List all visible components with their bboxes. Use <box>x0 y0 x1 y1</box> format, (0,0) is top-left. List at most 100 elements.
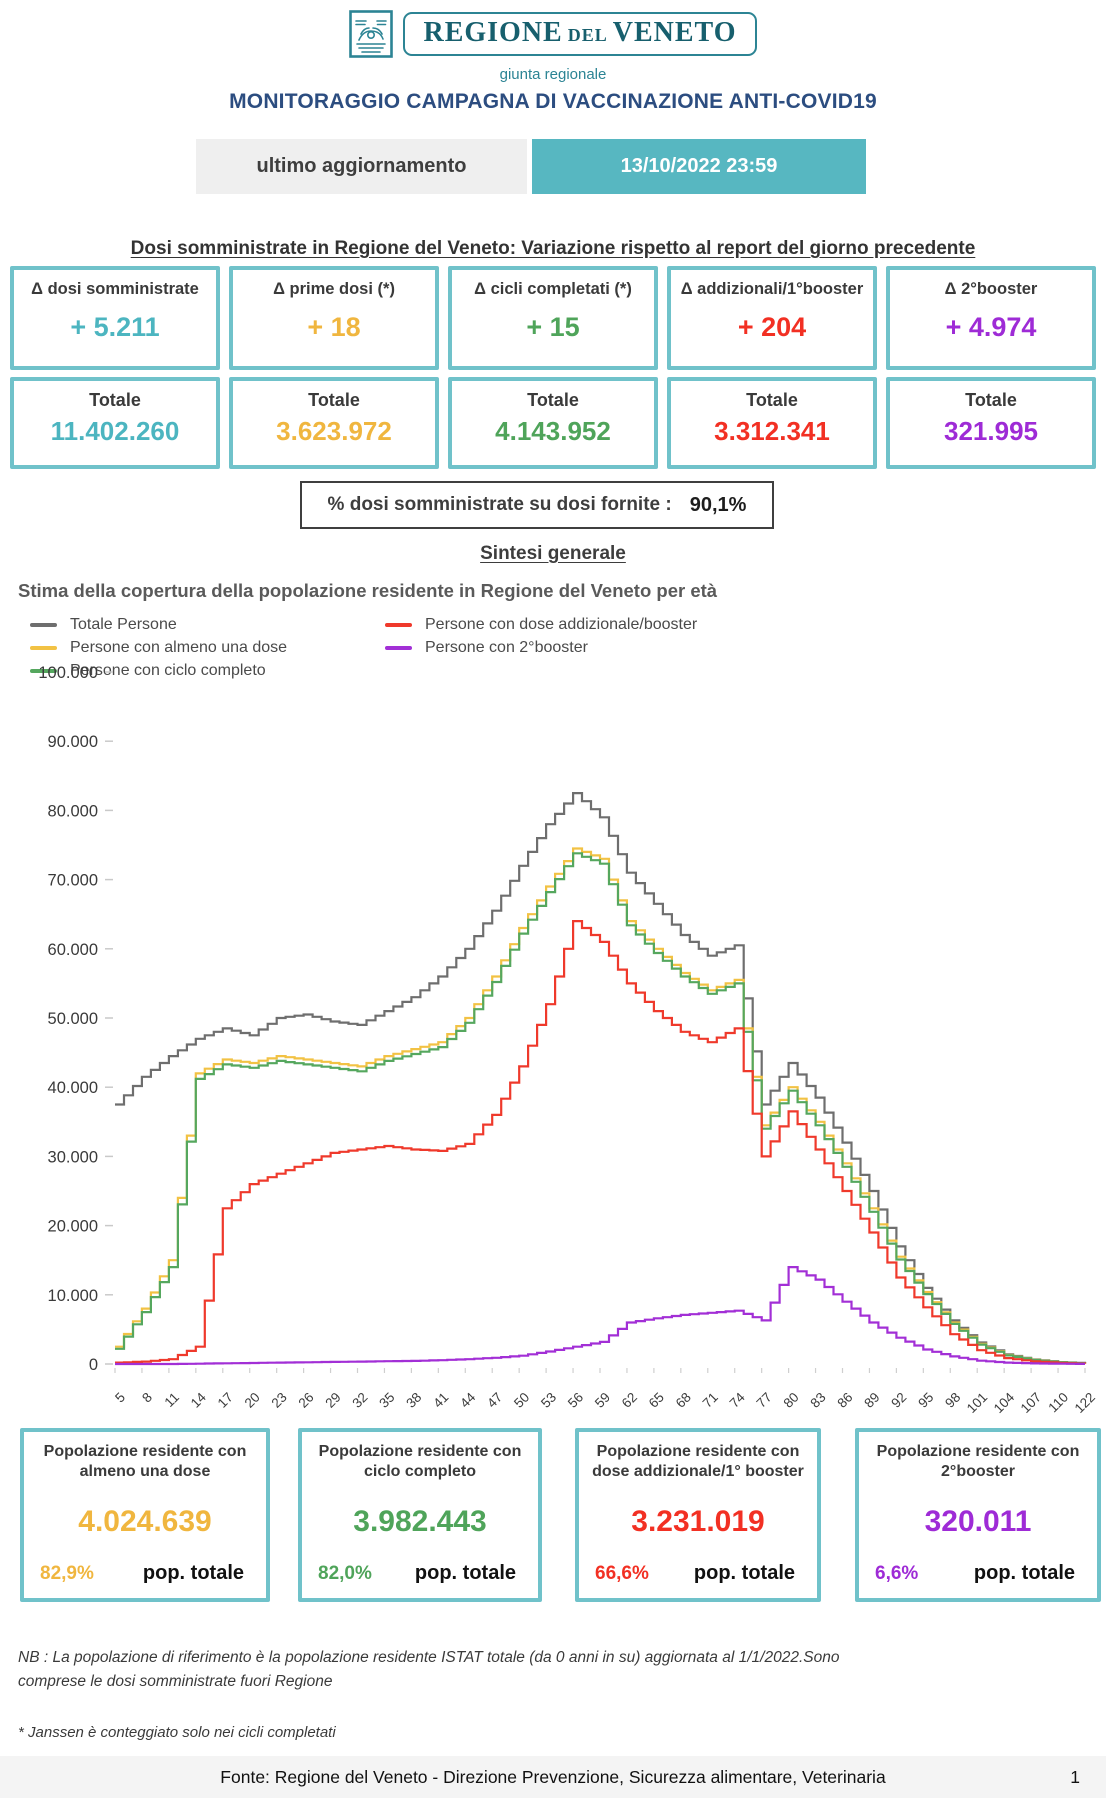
x-tick-label: 122 <box>1072 1390 1099 1417</box>
y-tick-label: 90.000 <box>48 733 98 751</box>
x-tick-label: 62 <box>619 1390 640 1411</box>
legend-item-secondo-booster: Persone con 2°booster <box>385 636 697 659</box>
last-update-value: 13/10/2022 23:59 <box>532 139 866 194</box>
summary-heading: Sintesi generale <box>480 543 626 564</box>
delta-card-label: Δ 2°booster <box>944 280 1038 298</box>
note-janssen: * Janssen è conteggiato solo nei cicli c… <box>18 1724 336 1741</box>
delta-card-addizionali-booster: Δ addizionali/1°booster + 204 Totale 3.3… <box>667 266 877 469</box>
legend-swatch-purple <box>385 645 412 650</box>
supply-ratio-label: % dosi somministrate su dosi fornite : <box>327 494 672 515</box>
x-tick-label: 32 <box>349 1390 370 1411</box>
delta-card-cicli-completati: Δ cicli completati (*) + 15 Totale 4.143… <box>448 266 658 469</box>
y-tick-label: 40.000 <box>48 1079 98 1097</box>
last-update-row: ultimo aggiornamento 13/10/2022 23:59 <box>196 139 866 194</box>
population-card-title: Popolazione residente con almeno una dos… <box>43 1443 247 1480</box>
page-title: MONITORAGGIO CAMPAGNA DI VACCINAZIONE AN… <box>229 90 877 113</box>
x-tick-label: 104 <box>991 1389 1018 1416</box>
x-tick-label: 65 <box>646 1390 667 1411</box>
supply-ratio-box: % dosi somministrate su dosi fornite : 9… <box>300 481 774 529</box>
region-logo: REGIONE DEL VENETO <box>0 10 1106 58</box>
x-tick-label: 29 <box>322 1390 343 1411</box>
total-value: 11.402.260 <box>50 416 180 446</box>
population-card-percent: 6,6% <box>875 1563 919 1584</box>
x-tick-label: 23 <box>269 1390 290 1411</box>
x-tick-label: 83 <box>807 1390 828 1411</box>
delta-cards-row: Δ dosi somministrate + 5.211 Totale 11.4… <box>10 266 1096 469</box>
legend-item-almeno-una-dose: Persone con almeno una dose <box>30 636 287 659</box>
population-card-value: 320.011 <box>924 1505 1032 1538</box>
x-tick-label: 11 <box>161 1390 182 1411</box>
delta-card-value: + 5.211 <box>70 312 160 342</box>
legend-item-ciclo-completo: Persone con ciclo completo <box>30 659 287 682</box>
delta-card-label: Δ addizionali/1°booster <box>680 280 864 298</box>
series-line <box>115 1266 1085 1366</box>
population-card-secondo-booster: Popolazione residente con 2°booster 320.… <box>855 1428 1101 1602</box>
series-line <box>115 852 1087 1365</box>
footer: Fonte: Regione del Veneto - Direzione Pr… <box>0 1756 1106 1798</box>
y-tick-label: 80.000 <box>48 802 98 820</box>
total-label: Totale <box>965 390 1017 410</box>
x-tick-label: 74 <box>727 1389 749 1411</box>
total-label: Totale <box>89 390 141 410</box>
coverage-by-age-chart: 0 10.000 20.000 30.000 40.000 50.000 60.000 70.… <box>38 664 1099 1417</box>
last-update-label: ultimo aggiornamento <box>196 139 527 194</box>
total-value: 3.312.341 <box>714 416 830 446</box>
x-tick-label: 17 <box>215 1390 236 1411</box>
x-tick-label: 38 <box>403 1390 424 1411</box>
x-tick-label: 110 <box>1045 1390 1071 1416</box>
x-tick-label: 26 <box>295 1390 316 1411</box>
y-tick-label: 50.000 <box>48 1010 98 1028</box>
x-tick-label: 80 <box>780 1390 801 1411</box>
x-tick-label: 41 <box>430 1390 451 1411</box>
chart-legend: Totale Persone Persone con almeno una do… <box>30 613 810 685</box>
y-tick-label: 10.000 <box>48 1287 98 1305</box>
delta-card-label: Δ cicli completati (*) <box>474 280 632 298</box>
x-tick-label: 107 <box>1018 1390 1045 1417</box>
x-tick-label: 14 <box>188 1389 210 1411</box>
logo-regione: REGIONE <box>423 17 563 48</box>
logo-wordmark: REGIONE DEL VENETO <box>403 12 757 56</box>
x-tick-label: 68 <box>673 1390 694 1411</box>
population-card-value: 3.982.443 <box>353 1505 487 1538</box>
population-card-title: Popolazione residente con dose addiziona… <box>592 1443 804 1480</box>
x-tick-label: 8 <box>139 1390 155 1406</box>
total-label: Totale <box>308 390 360 410</box>
page-number: 1 <box>1070 1766 1080 1787</box>
x-tick-label: 86 <box>834 1390 855 1411</box>
x-tick-label: 5 <box>112 1390 128 1406</box>
legend-label: Persone con dose addizionale/booster <box>425 615 698 633</box>
delta-card-label: Δ dosi somministrate <box>31 280 199 298</box>
population-card-percent: 82,0% <box>318 1563 372 1584</box>
delta-card-value: + 204 <box>737 312 807 342</box>
legend-swatch-gray <box>30 622 57 627</box>
population-card-pop-label: pop. totale <box>973 1562 1075 1584</box>
footer-source: Fonte: Regione del Veneto - Direzione Pr… <box>220 1766 886 1787</box>
x-tick-label: 101 <box>964 1390 991 1417</box>
total-value: 3.623.972 <box>276 416 392 446</box>
supply-ratio-value: 90,1% <box>689 493 747 516</box>
population-card-value: 3.231.019 <box>631 1505 765 1538</box>
logo-veneto: VENETO <box>612 17 737 48</box>
x-tick-label: 59 <box>592 1390 613 1411</box>
y-tick-label: 0 <box>89 1356 98 1374</box>
x-tick-label: 77 <box>754 1390 775 1411</box>
total-value: 4.143.952 <box>495 416 611 446</box>
legend-item-dose-addizionale: Persone con dose addizionale/booster <box>385 613 697 636</box>
population-card-value: 4.024.639 <box>78 1505 212 1538</box>
legend-swatch-green <box>30 668 57 673</box>
population-card-pop-label: pop. totale <box>414 1562 516 1584</box>
population-card-dose-addizionale: Popolazione residente con dose addiziona… <box>575 1428 821 1602</box>
population-card-pop-label: pop. totale <box>693 1562 795 1584</box>
x-tick-label: 53 <box>538 1390 559 1411</box>
doses-section-heading: Dosi somministrate in Regione del Veneto… <box>130 238 976 259</box>
legend-label: Persone con almeno una dose <box>70 638 288 656</box>
logo-del: DEL <box>567 25 608 45</box>
population-card-percent: 82,9% <box>40 1563 94 1584</box>
legend-label: Persone con ciclo completo <box>70 661 266 679</box>
y-tick-label: 30.000 <box>48 1148 98 1166</box>
population-card-pop-label: pop. totale <box>142 1562 244 1584</box>
x-tick-label: 92 <box>888 1390 909 1411</box>
population-card-title: Popolazione residente con 2°booster <box>876 1443 1080 1480</box>
x-tick-label: 44 <box>457 1389 479 1411</box>
